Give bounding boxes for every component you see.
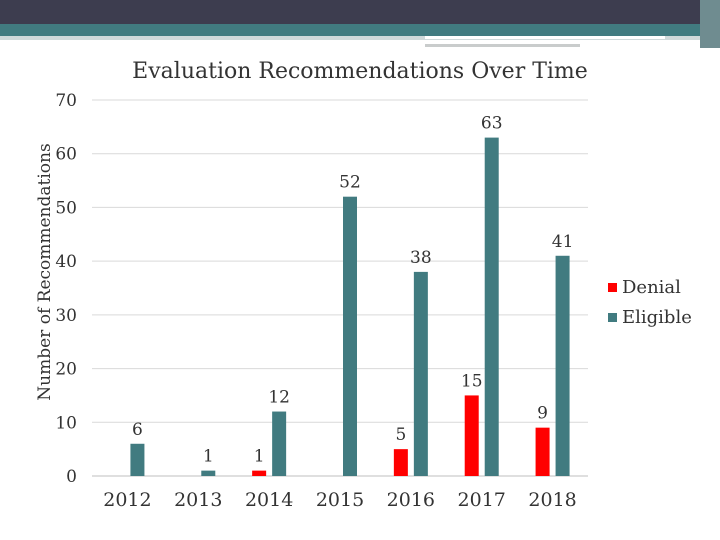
bar-eligible bbox=[484, 137, 499, 476]
x-tick-label: 2015 bbox=[316, 489, 364, 511]
gridlines bbox=[92, 99, 588, 477]
x-tick-label: 2018 bbox=[528, 489, 576, 511]
y-axis-label: Number of Recommendations bbox=[35, 143, 55, 400]
y-axis-ticks: 0 10 20 30 40 50 60 70 bbox=[55, 91, 77, 487]
data-label: 41 bbox=[552, 232, 574, 252]
bar-denial bbox=[535, 427, 550, 476]
x-tick-label: 2017 bbox=[458, 489, 506, 511]
x-tick-label: 2012 bbox=[103, 489, 151, 511]
bar-denial bbox=[393, 449, 408, 476]
y-tick-label: 0 bbox=[66, 467, 77, 487]
bar-eligible bbox=[343, 196, 357, 476]
x-tick-label: 2014 bbox=[245, 489, 293, 511]
y-tick-label: 10 bbox=[55, 413, 77, 433]
data-label: 1 bbox=[254, 447, 265, 467]
top-bar bbox=[0, 0, 720, 24]
legend: Denial Eligible bbox=[608, 277, 692, 328]
data-label: 1 bbox=[203, 447, 214, 467]
legend-label: Eligible bbox=[622, 307, 692, 328]
bars bbox=[130, 137, 570, 476]
x-tick-label: 2013 bbox=[174, 489, 222, 511]
y-tick-label: 30 bbox=[55, 306, 77, 326]
bar-eligible bbox=[272, 411, 287, 476]
data-label: 5 bbox=[395, 425, 406, 445]
top-divider-line bbox=[0, 36, 720, 40]
y-tick-label: 20 bbox=[55, 360, 77, 380]
x-tick-label: 2016 bbox=[387, 489, 435, 511]
top-accent-strip bbox=[0, 24, 720, 36]
y-tick-label: 70 bbox=[55, 91, 77, 111]
data-label: 12 bbox=[268, 388, 290, 408]
y-tick-label: 50 bbox=[55, 198, 77, 218]
data-label: 9 bbox=[537, 404, 548, 424]
top-underline bbox=[425, 44, 580, 47]
bar-eligible bbox=[201, 470, 216, 476]
data-labels: 6 1 1 12 52 5 38 15 63 9 41 bbox=[132, 114, 573, 467]
bar-denial bbox=[252, 470, 267, 476]
legend-swatch bbox=[608, 313, 617, 322]
bar-denial bbox=[464, 395, 479, 476]
corner-block bbox=[700, 0, 720, 48]
bar-eligible bbox=[130, 443, 145, 476]
chart-title: Evaluation Recommendations Over Time bbox=[132, 59, 588, 84]
legend-swatch bbox=[608, 283, 617, 292]
x-axis-ticks: 2012 2013 2014 2015 2016 2017 2018 bbox=[103, 489, 577, 511]
legend-label: Denial bbox=[622, 277, 681, 298]
data-label: 6 bbox=[132, 420, 143, 440]
data-label: 63 bbox=[481, 114, 503, 134]
data-label: 52 bbox=[339, 173, 361, 193]
bar-eligible bbox=[413, 271, 428, 476]
bar-eligible bbox=[555, 255, 570, 476]
data-label: 38 bbox=[410, 248, 432, 268]
y-tick-label: 40 bbox=[55, 252, 77, 272]
data-label: 15 bbox=[461, 371, 483, 391]
top-highlight-line bbox=[425, 36, 665, 39]
y-tick-label: 60 bbox=[55, 145, 77, 165]
